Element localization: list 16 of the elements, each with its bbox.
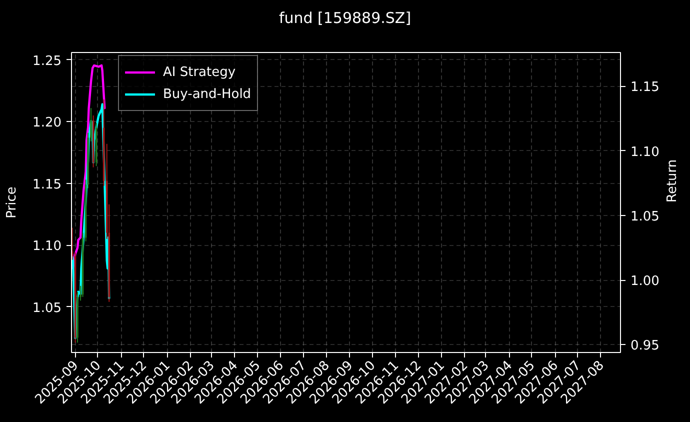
y-tick-label: 1.05 xyxy=(32,300,62,316)
y-tick-label: 1.20 xyxy=(32,116,62,131)
line-series xyxy=(72,103,110,340)
y-tick-label: 1.10 xyxy=(32,239,62,254)
y-tick-label: 1.25 xyxy=(32,54,62,69)
y2-tick-label: 0.95 xyxy=(630,338,660,354)
y2-tick-label: 1.05 xyxy=(630,209,660,224)
chart-title: fund [159889.SZ] xyxy=(278,8,412,29)
y-axis-title: Price xyxy=(4,186,20,218)
y2-axis-title: Return xyxy=(664,159,680,202)
y2-tick-label: 1.00 xyxy=(630,274,660,290)
y2-tick-label: 1.10 xyxy=(630,144,660,160)
legend-label: Buy-and-Hold xyxy=(163,86,252,104)
y-tick-label: 1.15 xyxy=(32,177,62,192)
legend-label: AI Strategy xyxy=(163,64,236,82)
y2-tick-label: 1.15 xyxy=(630,80,660,96)
